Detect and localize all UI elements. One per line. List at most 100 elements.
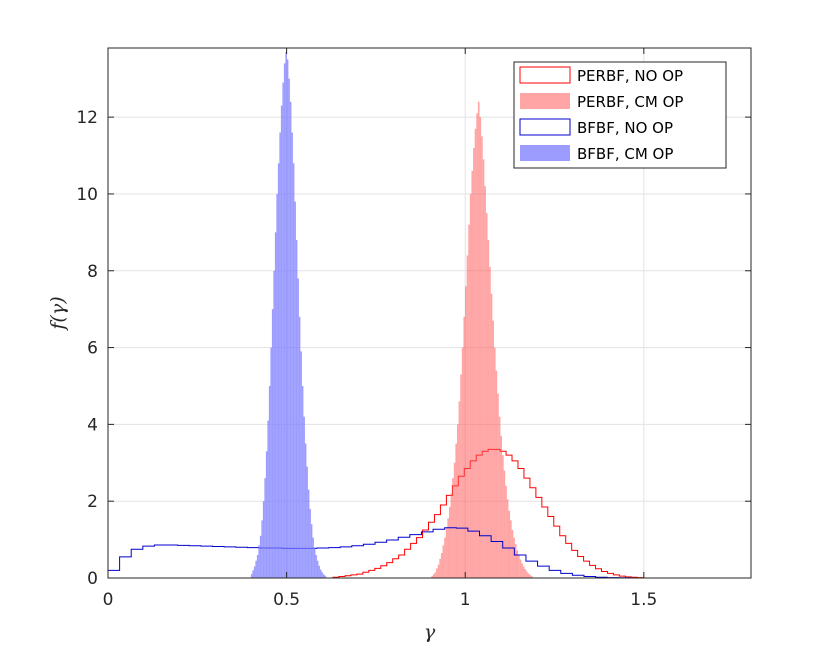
histogram-bar (522, 566, 525, 578)
histogram-bar (294, 201, 296, 579)
histogram-bar (434, 572, 437, 578)
histogram-bar (468, 224, 470, 578)
histogram-bar (283, 63, 286, 579)
histogram-bar (318, 565, 320, 578)
y-axis-label: f(γ) (47, 296, 69, 331)
histogram-bar (267, 420, 269, 578)
histogram-bar (273, 270, 275, 578)
histogram-bar (444, 537, 446, 578)
histogram-bar (524, 569, 527, 578)
histogram-bar (279, 132, 281, 579)
x-axis-label: γ (424, 621, 436, 643)
histogram-bar (516, 550, 519, 578)
histogram-bar (477, 101, 480, 578)
histogram-bar (439, 558, 441, 578)
legend-swatch (520, 145, 570, 161)
histogram-bar (286, 59, 289, 579)
axis-ticks: 0 0.5 1 1.5 0 2 4 6 8 10 12 (76, 48, 751, 610)
histogram-bar (261, 520, 263, 578)
histogram-bar (285, 51, 287, 579)
y-tick-label: 4 (87, 415, 98, 435)
histogram-bar (485, 213, 488, 578)
histogram-bar (453, 462, 456, 578)
histogram-bar (309, 508, 311, 578)
histogram-bar (256, 554, 259, 578)
legend: PERBF, NO OP PERBF, CM OP BFBF, NO OP BFBF,… (513, 61, 727, 169)
histogram-bar (495, 370, 498, 578)
histogram-bar (319, 569, 322, 578)
histogram-bar (436, 568, 438, 578)
histogram-bar (298, 316, 301, 578)
histogram-bar (492, 320, 494, 578)
histogram-bar (310, 524, 313, 578)
histogram-bar (508, 510, 511, 578)
legend-swatch (520, 93, 570, 109)
histogram-bar (268, 385, 271, 578)
histogram-bar (303, 416, 305, 578)
histogram-bar (258, 545, 260, 578)
histogram-bar (313, 547, 316, 578)
series-bfbf-cm-op (250, 51, 326, 579)
histogram-bar (315, 554, 317, 578)
legend-swatch (519, 118, 571, 136)
histogram-bar (265, 451, 268, 578)
histogram-bar (458, 401, 461, 578)
histogram-bar (469, 193, 472, 579)
histogram-bar (482, 159, 485, 578)
legend-swatch (519, 66, 571, 84)
histogram-bar (503, 470, 506, 578)
x-tick-label: 1.5 (630, 590, 657, 610)
histogram-bar (505, 485, 507, 578)
histogram-bar (500, 435, 503, 578)
histogram-bar (280, 105, 283, 578)
y-tick-label: 8 (87, 262, 98, 282)
histogram-bar (291, 132, 293, 579)
histogram-bar (487, 240, 490, 578)
histogram-bar (498, 416, 501, 578)
x-tick-label: 1 (460, 590, 471, 610)
histogram-bar (484, 186, 486, 578)
histogram-bar (481, 136, 483, 579)
histogram-bar (493, 347, 496, 578)
histogram-bar (442, 545, 445, 578)
histogram-bar (506, 499, 509, 578)
histogram-bar (276, 193, 278, 579)
histogram-bar (465, 286, 467, 578)
histogram-bar (295, 240, 298, 578)
series-bfbf-no-op (107, 527, 631, 579)
histogram-bar (312, 537, 314, 578)
histogram-bar (474, 128, 477, 579)
histogram-bar (432, 574, 435, 578)
histogram-bar (271, 309, 274, 578)
y-tick-label: 10 (76, 185, 98, 205)
histogram-bar (255, 560, 257, 578)
histogram-bar (282, 82, 284, 578)
x-tick-label: 0 (103, 590, 114, 610)
y-tick-label: 0 (87, 569, 98, 589)
histogram-bar (510, 520, 512, 578)
histogram-bar (514, 544, 517, 578)
histogram-bar (445, 528, 448, 578)
histogram-bar (466, 255, 469, 579)
histogram-bar (513, 537, 515, 578)
histogram-bar (300, 351, 302, 578)
histogram-bar (288, 78, 290, 578)
histogram-bar (455, 443, 458, 578)
histogram-bar (277, 163, 280, 578)
histogram-bar (304, 443, 307, 578)
histogram-bar (324, 575, 326, 578)
histogram-bar (476, 113, 478, 578)
histogram-bar (527, 573, 530, 578)
histogram-bar (450, 493, 453, 578)
histogram-bar (253, 566, 256, 578)
legend-label: BFBF, CM OP (577, 145, 673, 163)
histogram-bar (440, 553, 443, 578)
histogram-bar (301, 385, 304, 578)
series-layer (107, 51, 644, 579)
histogram-bar (437, 564, 440, 578)
legend-label: PERBF, CM OP (577, 93, 683, 111)
histogram-bar (431, 576, 433, 578)
histogram-bar (316, 560, 319, 578)
histogram-bar (497, 393, 499, 578)
y-tick-label: 6 (87, 339, 98, 359)
